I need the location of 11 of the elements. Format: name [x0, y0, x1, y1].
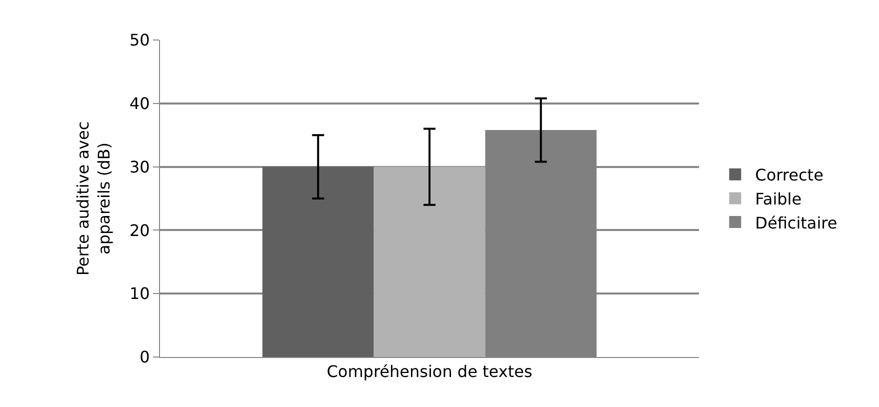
y-axis-title: Perte auditive avec appareils (dB): [74, 121, 114, 276]
y-tick-label: 50: [129, 30, 150, 50]
y-tick-label: 40: [129, 94, 150, 113]
x-tick-label: Compréhension de textes: [326, 362, 532, 382]
y-tick-label: 0: [140, 348, 150, 367]
y-tick-label: 10: [129, 284, 150, 304]
y-tick-label: 30: [129, 157, 150, 176]
legend-label: Déficitaire: [755, 213, 838, 232]
y-tick-label: 20: [129, 220, 150, 240]
legend-label: Faible: [755, 189, 802, 208]
legend-label: Correcte: [755, 166, 824, 185]
